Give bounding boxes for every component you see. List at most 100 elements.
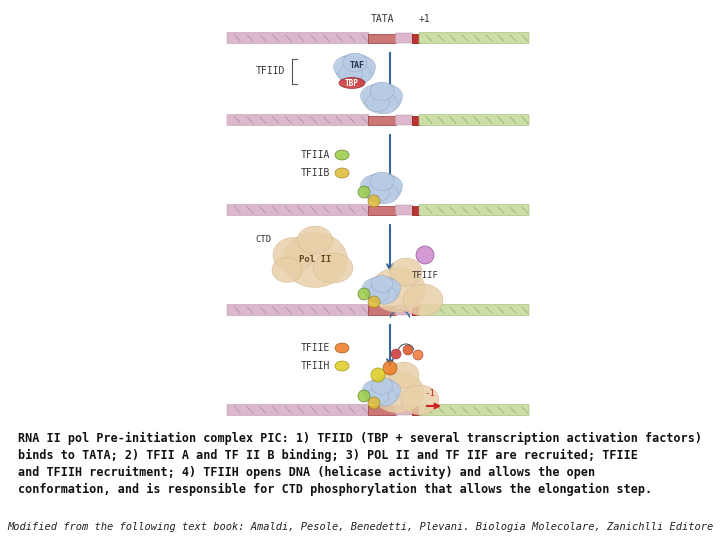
Ellipse shape	[371, 368, 385, 382]
Text: TFIIE: TFIIE	[301, 343, 330, 353]
Ellipse shape	[372, 371, 424, 413]
FancyBboxPatch shape	[395, 205, 413, 215]
FancyBboxPatch shape	[368, 116, 396, 125]
FancyBboxPatch shape	[419, 32, 529, 44]
Ellipse shape	[372, 93, 398, 113]
Text: TATA: TATA	[370, 14, 394, 24]
Ellipse shape	[335, 168, 349, 178]
Ellipse shape	[272, 258, 302, 282]
Ellipse shape	[361, 175, 388, 197]
Ellipse shape	[403, 345, 413, 355]
FancyBboxPatch shape	[419, 305, 529, 315]
FancyBboxPatch shape	[412, 33, 420, 43]
Ellipse shape	[313, 253, 353, 283]
Ellipse shape	[367, 286, 389, 302]
Ellipse shape	[346, 64, 372, 84]
Text: TBP: TBP	[345, 78, 359, 87]
Ellipse shape	[362, 83, 402, 113]
Ellipse shape	[350, 57, 376, 77]
Ellipse shape	[416, 246, 434, 264]
Ellipse shape	[364, 276, 400, 304]
Text: binds to TATA; 2) TFII A and TF II B binding; 3) POL II and TF IIF are recruited: binds to TATA; 2) TFII A and TF II B bin…	[18, 449, 638, 462]
Ellipse shape	[373, 286, 397, 304]
Ellipse shape	[364, 378, 400, 406]
FancyBboxPatch shape	[395, 33, 413, 43]
Text: Modified from the following text book: Amaldi, Pesole, Benedetti, Plevani. Biolo: Modified from the following text book: A…	[7, 522, 713, 532]
Ellipse shape	[362, 380, 387, 400]
FancyBboxPatch shape	[419, 404, 529, 415]
Ellipse shape	[377, 176, 402, 196]
Ellipse shape	[413, 350, 423, 360]
Ellipse shape	[372, 184, 398, 204]
Ellipse shape	[391, 349, 401, 359]
Ellipse shape	[368, 296, 380, 308]
FancyBboxPatch shape	[227, 404, 369, 415]
Ellipse shape	[368, 397, 380, 409]
FancyBboxPatch shape	[368, 406, 396, 415]
FancyBboxPatch shape	[419, 205, 529, 215]
Ellipse shape	[339, 78, 365, 89]
Ellipse shape	[297, 226, 333, 254]
FancyBboxPatch shape	[368, 306, 396, 314]
Ellipse shape	[390, 258, 422, 286]
Ellipse shape	[338, 64, 362, 83]
FancyBboxPatch shape	[395, 405, 413, 415]
Text: conformation, and is responsible for CTD phosphorylation that allows the elongat: conformation, and is responsible for CTD…	[18, 483, 652, 496]
Text: TFIID: TFIID	[256, 66, 285, 76]
Text: Pol II: Pol II	[299, 255, 331, 265]
FancyBboxPatch shape	[419, 114, 529, 125]
Text: TFIIB: TFIIB	[301, 168, 330, 178]
Ellipse shape	[377, 279, 401, 297]
FancyBboxPatch shape	[412, 116, 420, 125]
Text: TFIIF: TFIIF	[412, 271, 438, 280]
Text: RNA II pol Pre-initiation complex PIC: 1) TFIID (TBP + several transcription act: RNA II pol Pre-initiation complex PIC: 1…	[18, 432, 702, 445]
Text: and TFIIH recruitment; 4) TFIIH opens DNA (helicase activity) and allows the ope: and TFIIH recruitment; 4) TFIIH opens DN…	[18, 466, 595, 479]
Ellipse shape	[358, 288, 370, 300]
Ellipse shape	[383, 361, 397, 375]
Ellipse shape	[372, 377, 393, 394]
Ellipse shape	[370, 82, 394, 100]
Ellipse shape	[333, 56, 361, 78]
Text: TFIIA: TFIIA	[301, 150, 330, 160]
Ellipse shape	[343, 53, 367, 72]
Ellipse shape	[336, 53, 375, 84]
FancyBboxPatch shape	[227, 32, 369, 44]
Text: TAF: TAF	[349, 60, 364, 70]
Ellipse shape	[377, 86, 402, 106]
Ellipse shape	[373, 388, 397, 406]
FancyBboxPatch shape	[227, 114, 369, 125]
Text: TFIIH: TFIIH	[301, 361, 330, 371]
Ellipse shape	[403, 284, 443, 316]
Ellipse shape	[401, 385, 439, 415]
Text: +1: +1	[419, 14, 431, 24]
Ellipse shape	[335, 361, 349, 371]
FancyBboxPatch shape	[368, 206, 396, 214]
Ellipse shape	[273, 238, 313, 273]
Ellipse shape	[367, 388, 389, 404]
Ellipse shape	[362, 173, 402, 204]
FancyBboxPatch shape	[412, 406, 420, 415]
Ellipse shape	[377, 381, 401, 399]
Ellipse shape	[335, 343, 349, 353]
Ellipse shape	[361, 85, 388, 106]
Ellipse shape	[358, 390, 370, 402]
Text: CTD: CTD	[255, 235, 271, 245]
Ellipse shape	[370, 172, 394, 191]
Ellipse shape	[371, 267, 426, 313]
Ellipse shape	[366, 93, 390, 112]
Text: -1: -1	[424, 389, 435, 398]
Ellipse shape	[366, 183, 390, 201]
Ellipse shape	[372, 275, 393, 292]
Ellipse shape	[389, 362, 419, 388]
FancyBboxPatch shape	[227, 205, 369, 215]
FancyBboxPatch shape	[395, 115, 413, 125]
Ellipse shape	[335, 150, 349, 160]
FancyBboxPatch shape	[412, 206, 420, 214]
Ellipse shape	[362, 278, 387, 298]
FancyBboxPatch shape	[412, 306, 420, 314]
Ellipse shape	[358, 186, 370, 198]
FancyBboxPatch shape	[395, 305, 413, 315]
FancyBboxPatch shape	[227, 305, 369, 315]
Ellipse shape	[282, 233, 348, 287]
Ellipse shape	[368, 195, 380, 207]
